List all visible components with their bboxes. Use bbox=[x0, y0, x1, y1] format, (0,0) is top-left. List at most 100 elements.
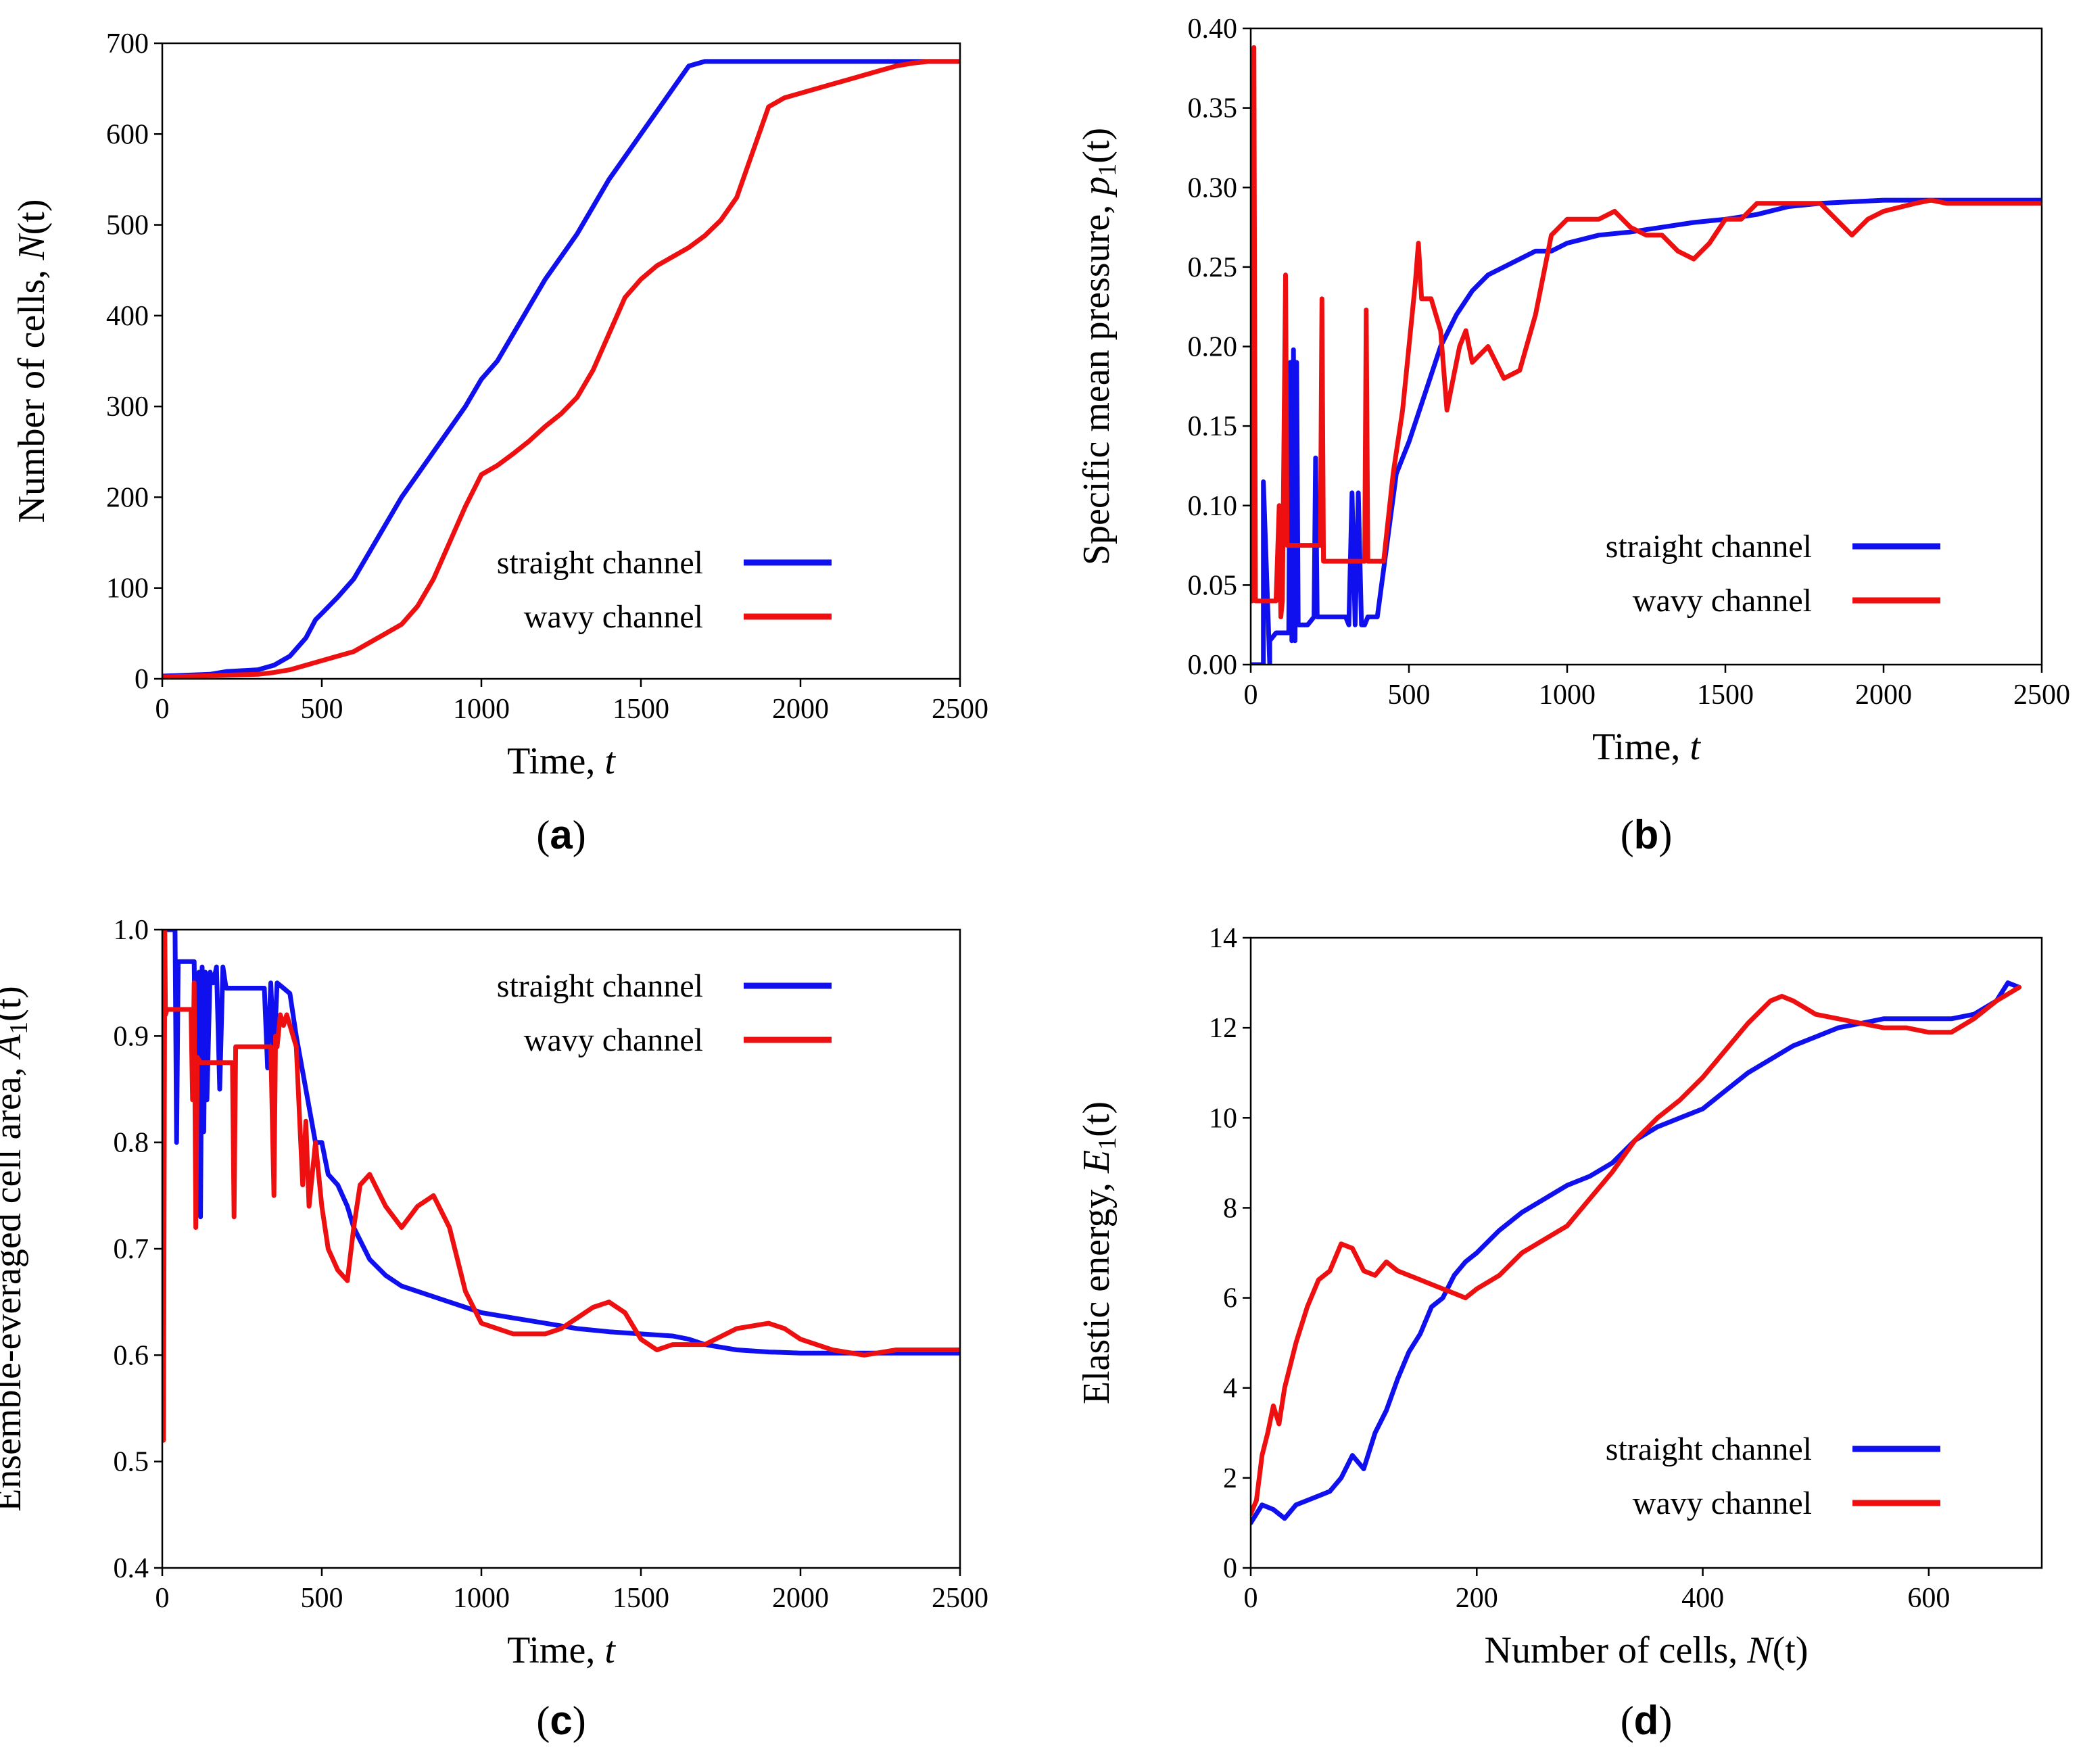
panel-label-letter: c bbox=[550, 1698, 572, 1743]
plot-frame bbox=[1249, 27, 2043, 666]
y-tick-label: 4 bbox=[1223, 1373, 1237, 1404]
panel-label: (d) bbox=[1621, 1698, 1673, 1743]
panel-label-close: ) bbox=[573, 813, 586, 857]
x-tick-label: 1000 bbox=[1539, 680, 1596, 711]
y-axis-label: Number of cells, N(t) bbox=[11, 199, 53, 523]
x-tick-label: 600 bbox=[1907, 1583, 1950, 1614]
series-line-straight bbox=[162, 59, 960, 679]
y-tick-label: 0.35 bbox=[1188, 93, 1238, 124]
plot-frame bbox=[1249, 936, 2043, 1569]
y-axis-label: Ensemble-everaged cell area, A1(t) bbox=[0, 986, 33, 1512]
series-line-straight bbox=[162, 930, 960, 1356]
y-tick-label: 1.0 bbox=[114, 915, 149, 946]
panel-label-letter: d bbox=[1634, 1698, 1659, 1743]
x-tick-label: 2000 bbox=[1855, 680, 1912, 711]
y-axis-label-text: Elastic energy, bbox=[1076, 1173, 1118, 1404]
x-tick-label: 0 bbox=[155, 1583, 170, 1614]
y-tick-label: 0.6 bbox=[114, 1340, 149, 1371]
y-tick-label: 0.20 bbox=[1188, 332, 1238, 363]
x-tick-label: 1000 bbox=[453, 1583, 510, 1614]
panel-label: (b) bbox=[1621, 812, 1673, 857]
x-tick-label: 2000 bbox=[772, 1583, 829, 1614]
panel-b: 0 500 1000 1500 2000 2500 0.00 0.05 0.10 0.15 0.20… bbox=[1076, 14, 2070, 857]
y-tick-label: 700 bbox=[106, 28, 149, 59]
x-tick-label: 200 bbox=[1456, 1583, 1498, 1614]
legend-label-wavy: wavy channel bbox=[524, 1022, 703, 1058]
y-axis-label-sub: 1 bbox=[1093, 1137, 1122, 1150]
legend-label-straight: straight channel bbox=[497, 545, 703, 581]
y-tick-label: 0.10 bbox=[1188, 491, 1238, 522]
panel-label: (c) bbox=[536, 1698, 585, 1743]
panel-label-open: ( bbox=[536, 1698, 550, 1743]
panel-label-open: ( bbox=[536, 813, 550, 857]
y-axis-label-suffix: (t) bbox=[11, 199, 53, 235]
x-tick-label: 2500 bbox=[2013, 680, 2070, 711]
x-tick-label: 1500 bbox=[613, 1583, 669, 1614]
legend-label-wavy: wavy channel bbox=[524, 599, 703, 635]
y-tick-label: 0.40 bbox=[1188, 14, 1238, 45]
panel-label-close: ) bbox=[1658, 813, 1672, 857]
y-tick-label: 100 bbox=[106, 573, 149, 604]
y-tick-label: 0.5 bbox=[114, 1447, 149, 1478]
y-axis-label-suffix: (t) bbox=[1076, 128, 1118, 164]
x-axis-label-text: Time, bbox=[1592, 726, 1690, 768]
panel-label-close: ) bbox=[573, 1698, 586, 1743]
y-tick-label: 14 bbox=[1209, 923, 1237, 954]
y-tick-label: 0.25 bbox=[1188, 252, 1238, 283]
panel-label-letter: b bbox=[1634, 812, 1659, 857]
y-axis-label-var: E bbox=[1076, 1150, 1118, 1174]
series-line-wavy bbox=[162, 59, 960, 679]
x-axis-label-var: t bbox=[604, 740, 616, 782]
y-tick-label: 0.15 bbox=[1188, 411, 1238, 442]
series-line-wavy bbox=[1251, 45, 2042, 619]
x-tick-label: 500 bbox=[301, 694, 343, 725]
x-axis-label-var: t bbox=[604, 1629, 616, 1671]
panel-label-open: ( bbox=[1621, 813, 1634, 857]
y-axis-label: Elastic energy, E1(t) bbox=[1076, 1101, 1122, 1404]
y-tick-label: 8 bbox=[1223, 1193, 1237, 1224]
y-tick-label: 400 bbox=[106, 301, 149, 332]
series-line-straight bbox=[1251, 980, 2022, 1525]
x-tick-label: 2500 bbox=[932, 1583, 988, 1614]
legend-label-straight: straight channel bbox=[497, 968, 703, 1004]
panel-label-letter: a bbox=[550, 812, 573, 857]
y-axis-label-text: Ensemble-everaged cell area, bbox=[0, 1057, 29, 1512]
y-tick-label: 10 bbox=[1209, 1103, 1237, 1134]
y-axis-label-var: N bbox=[11, 233, 53, 261]
legend-label-straight: straight channel bbox=[1606, 1431, 1812, 1467]
x-axis-label-text: Time, bbox=[507, 740, 604, 782]
panel-label-close: ) bbox=[1658, 1698, 1672, 1743]
x-axis-label-suffix: (t) bbox=[1773, 1629, 1809, 1671]
y-axis-label: Specific mean pressure, p1(t) bbox=[1076, 128, 1122, 565]
panel-c: 0 500 1000 1500 2000 2500 0.4 0.5 0.6 0.7 0.8 0.9 1.… bbox=[0, 915, 988, 1743]
panel-label: (a) bbox=[536, 812, 585, 857]
series-line-wavy bbox=[162, 930, 960, 1443]
y-tick-label: 0.9 bbox=[114, 1021, 149, 1052]
x-axis-label: Time, t bbox=[507, 740, 616, 782]
y-tick-label: 200 bbox=[106, 482, 149, 513]
y-tick-label: 600 bbox=[106, 119, 149, 150]
y-axis-label-var: p bbox=[1076, 176, 1118, 198]
x-tick-label: 0 bbox=[155, 694, 170, 725]
x-tick-label: 2500 bbox=[932, 694, 988, 725]
legend-label-straight: straight channel bbox=[1606, 529, 1812, 565]
y-tick-label: 500 bbox=[106, 210, 149, 241]
x-axis-label: Number of cells, N(t) bbox=[1485, 1629, 1809, 1671]
y-tick-label: 0.8 bbox=[114, 1128, 149, 1159]
x-tick-label: 400 bbox=[1681, 1583, 1724, 1614]
y-tick-label: 0.00 bbox=[1188, 650, 1238, 681]
legend-label-wavy: wavy channel bbox=[1633, 583, 1812, 619]
y-axis-label-sub: 1 bbox=[5, 1022, 33, 1034]
y-axis-label-var: A bbox=[0, 1034, 29, 1060]
x-tick-label: 500 bbox=[301, 1583, 343, 1614]
y-tick-label: 0.7 bbox=[114, 1234, 149, 1265]
plot-frame bbox=[161, 42, 961, 680]
x-axis-label-text: Time, bbox=[507, 1629, 604, 1671]
y-tick-label: 2 bbox=[1223, 1463, 1237, 1494]
x-axis-label: Time, t bbox=[507, 1629, 616, 1671]
x-tick-label: 0 bbox=[1244, 1583, 1258, 1614]
y-tick-label: 0.30 bbox=[1188, 172, 1238, 204]
y-axis-label-suffix: (t) bbox=[0, 986, 29, 1022]
